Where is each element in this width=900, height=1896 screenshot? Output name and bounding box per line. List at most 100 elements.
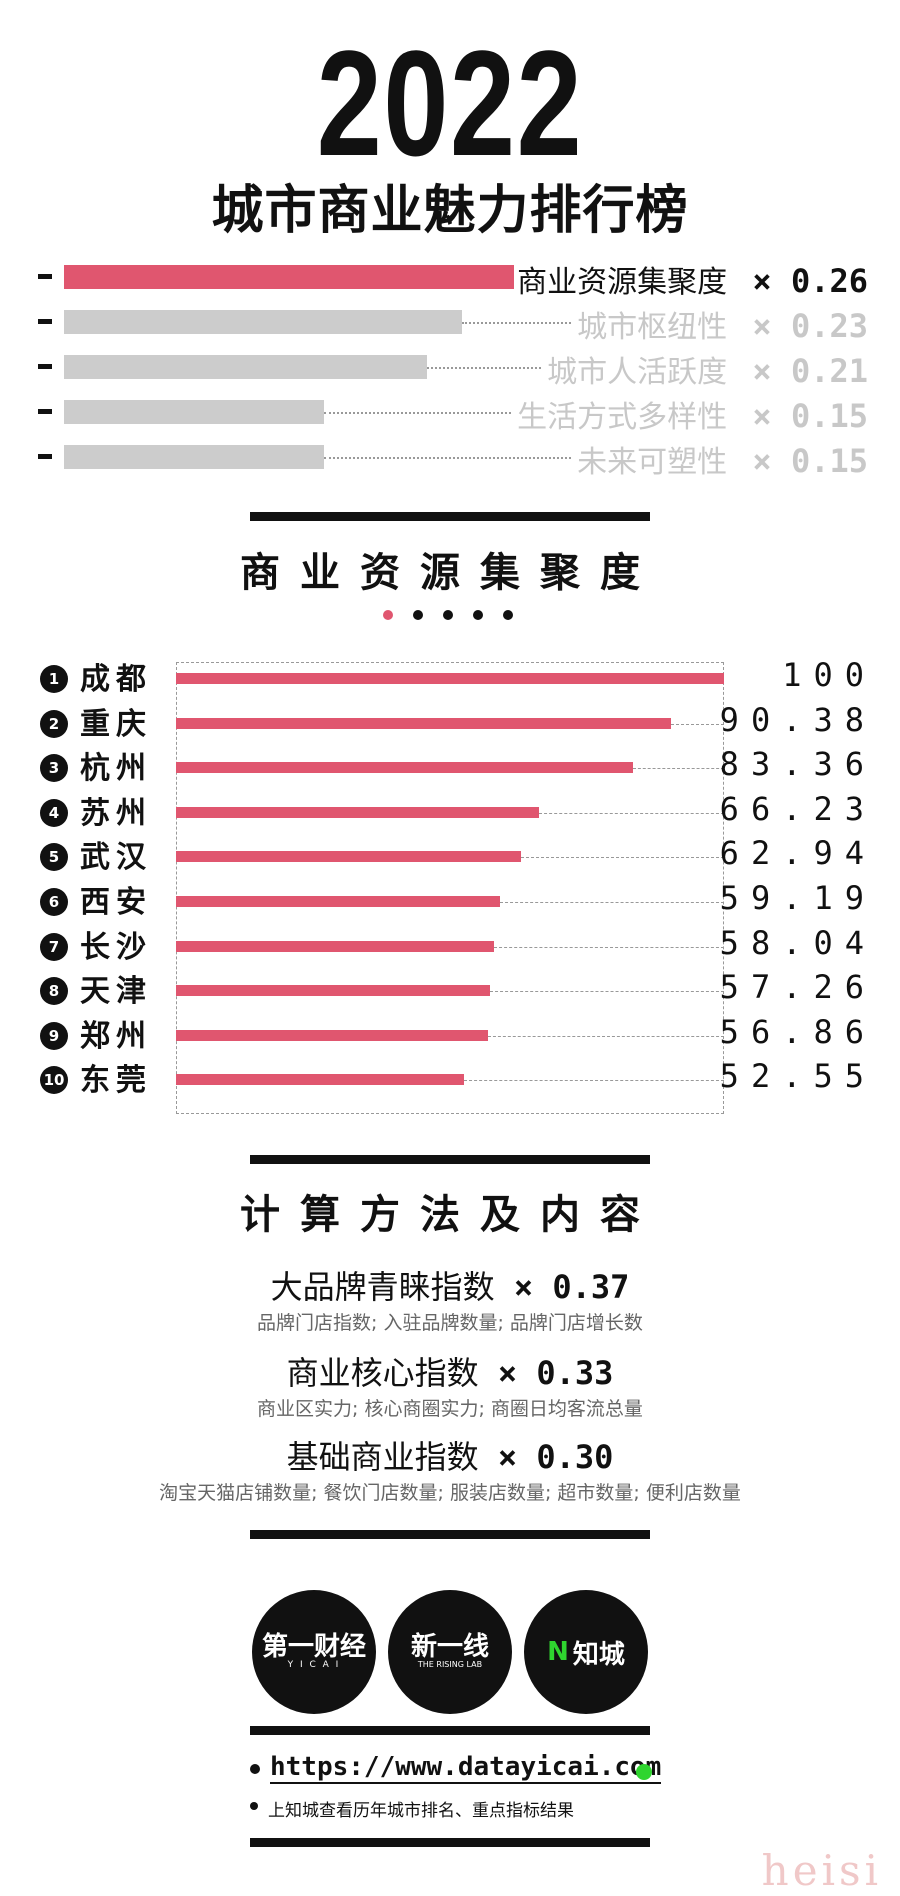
data-bar [176, 1029, 488, 1041]
weight-bar [64, 265, 514, 289]
logo-rising-lab: 新一线 THE RISING LAB [388, 1590, 512, 1714]
rank-badge: 2 [40, 709, 68, 738]
method-title: 商业核心指数 × 0.33 [0, 1348, 900, 1394]
page-dot [473, 610, 483, 620]
data-bar [176, 985, 490, 997]
guide-line [500, 902, 724, 903]
dash-icon [38, 454, 52, 459]
value-label: 56.86 [719, 1012, 876, 1051]
city-label: 西安 [80, 885, 152, 920]
weight-value: × 0.15 [733, 397, 868, 435]
section-title-method: 计算方法及内容 [240, 1192, 660, 1238]
logo-rising-lab-sub: THE RISING LAB [417, 1660, 483, 1670]
logo-yicai-sub: Y I C A I [287, 1659, 341, 1670]
dash-icon [38, 364, 52, 369]
weight-row: 生活方式多样性 × 0.15 [38, 397, 868, 435]
page-dot [503, 610, 513, 620]
rank-badge: 7 [40, 932, 68, 961]
guide-line [489, 991, 724, 993]
watermark: heisi [761, 1846, 882, 1895]
city-label: 杭州 [80, 751, 152, 787]
weight-name: 未来可塑性 [577, 445, 728, 480]
weight-bar [64, 400, 324, 424]
dash-icon [38, 319, 52, 324]
method-name: 基础商业指数 [286, 1438, 479, 1476]
value-label: 59.19 [719, 879, 876, 917]
data-bar [176, 1074, 464, 1086]
leader-line [324, 412, 511, 414]
city-label: 成都 [80, 662, 152, 697]
weight-name: 城市枢纽性 [577, 310, 728, 345]
value-label: 58.04 [719, 923, 876, 962]
dash-icon [38, 274, 52, 279]
data-bar [176, 673, 724, 684]
weight-label: 城市枢纽性 × 0.23 [577, 302, 868, 346]
divider-bar [250, 1726, 650, 1735]
weight-bar [64, 445, 324, 469]
website-link[interactable]: https://www.datayicai.com [270, 1752, 662, 1784]
value-label: 62.94 [719, 834, 876, 873]
weight-row: 城市枢纽性 × 0.23 [38, 307, 868, 345]
guide-line [671, 723, 724, 725]
rank-badge: 8 [40, 977, 68, 1006]
data-bar [176, 940, 495, 952]
section-title-resource: 商业资源集聚度 [240, 550, 660, 596]
method-weight: × 0.33 [478, 1354, 614, 1392]
bullet-icon [250, 1802, 258, 1810]
city-label: 武汉 [80, 840, 152, 876]
method-weight: × 0.37 [494, 1268, 630, 1306]
logo-yicai: 第一财经 Y I C A I [252, 1590, 376, 1714]
weight-row: 城市人活跃度 × 0.21 [38, 352, 868, 390]
weight-label: 生活方式多样性 × 0.15 [517, 392, 868, 436]
divider-bar [250, 1155, 650, 1164]
logo-zhicheng: N 知城 [524, 1590, 648, 1714]
page-dot [443, 610, 453, 620]
data-bar [176, 851, 521, 863]
page-dot [413, 610, 423, 620]
method-description: 淘宝天猫店铺数量; 餐饮门店数量; 服装店数量; 超市数量; 便利店数量 [159, 1482, 741, 1504]
data-bar [176, 896, 501, 907]
weight-name: 生活方式多样性 [517, 400, 728, 435]
guide-line [463, 1080, 724, 1082]
logo-rising-lab-text: 新一线 [410, 1632, 489, 1663]
weight-label: 商业资源集聚度 × 0.26 [517, 257, 868, 301]
divider-bar [250, 512, 650, 521]
page-subtitle: 城市商业魅力排行榜 [211, 181, 689, 241]
weight-label: 未来可塑性 × 0.15 [577, 437, 868, 481]
rank-badge: 5 [40, 843, 68, 872]
weight-value: × 0.23 [733, 307, 868, 345]
footer-note: 上知城查看历年城市排名、重点指标结果 [268, 1801, 574, 1821]
rank-badge: 10 [40, 1066, 68, 1095]
value-label: 52.55 [719, 1057, 876, 1096]
logo-yicai-text: 第一财经 [261, 1631, 366, 1662]
leader-line [324, 457, 571, 459]
weight-label: 城市人活跃度 × 0.21 [547, 347, 868, 391]
status-dot-icon [636, 1764, 652, 1780]
weight-name: 商业资源集聚度 [517, 265, 728, 300]
guide-line [520, 857, 724, 859]
city-label: 东莞 [80, 1063, 152, 1099]
weight-bar [64, 310, 462, 334]
method-name: 大品牌青睐指数 [270, 1268, 495, 1306]
weight-row: 商业资源集聚度 × 0.26 [38, 262, 868, 300]
guide-line [494, 946, 724, 948]
year-title: 2022 [316, 19, 584, 187]
data-bar [176, 806, 539, 818]
method-name: 商业核心指数 [286, 1354, 479, 1392]
value-label: 83.36 [719, 745, 876, 784]
rank-badge: 6 [40, 888, 68, 916]
chart-frame [176, 662, 724, 1114]
rank-badge: 3 [40, 754, 68, 783]
rank-badge: 9 [40, 1021, 68, 1050]
leader-line [462, 322, 571, 324]
method-weight: × 0.30 [478, 1438, 614, 1476]
logo-zhicheng-text: 知城 [572, 1639, 625, 1670]
data-bar [176, 717, 672, 729]
divider-bar [250, 1530, 650, 1539]
city-label: 天津 [80, 974, 152, 1010]
weight-bar [64, 355, 427, 379]
page-dot-active [383, 610, 393, 620]
rank-badge: 4 [40, 798, 68, 827]
bullet-icon [250, 1764, 260, 1774]
guide-line [487, 1035, 724, 1037]
